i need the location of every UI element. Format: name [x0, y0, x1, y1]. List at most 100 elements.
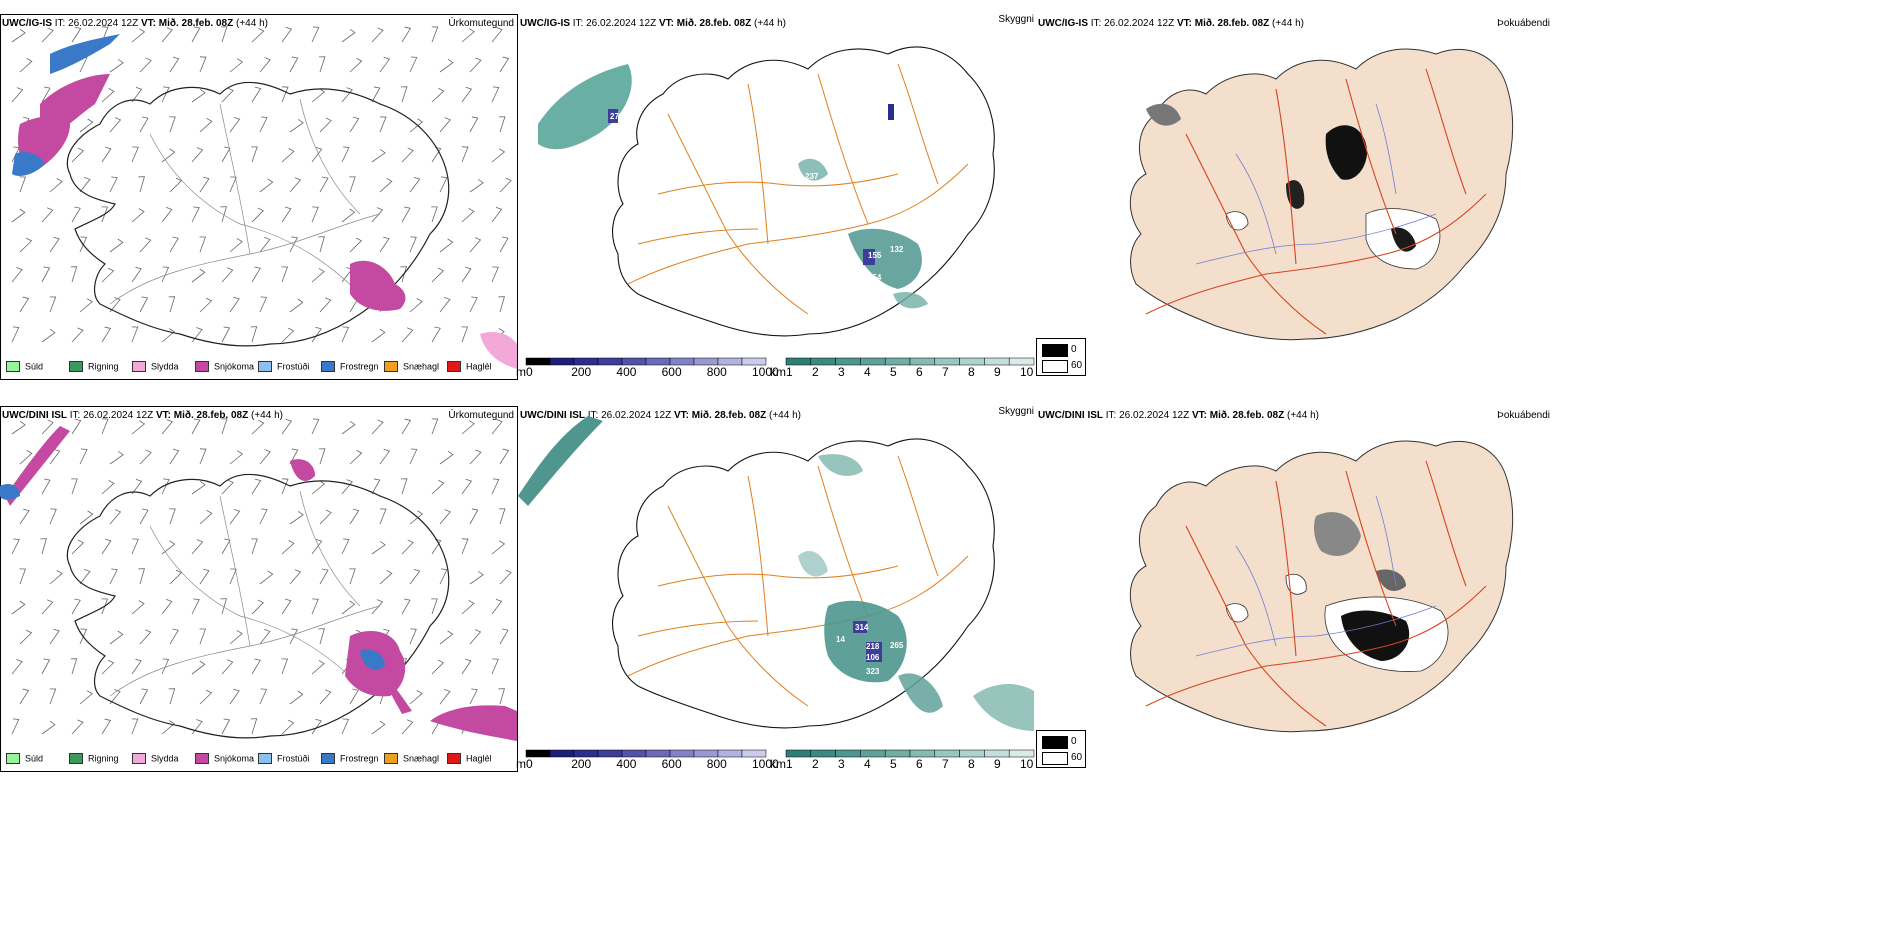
wind-barb [498, 116, 506, 133]
legend-item: Snæhagl [384, 753, 439, 765]
colorbar-swatch [984, 749, 1010, 758]
wind-barb [371, 540, 386, 555]
vt-label: VT: [658, 18, 674, 29]
freezing-drizzle-area [50, 34, 120, 74]
wind-barb [199, 176, 210, 193]
colorbar-tick-label: 10 [1020, 757, 1034, 771]
wind-barb [161, 720, 175, 735]
fog-legend-swatch-0 [1042, 344, 1068, 357]
colorbar-tick-label: 8 [968, 757, 975, 771]
colorbar-swatch [741, 749, 767, 758]
fog-legend-value: 0 [1071, 344, 1077, 355]
wind-barb [311, 660, 325, 675]
wind-barb [79, 569, 91, 585]
very-low-vis-spot [888, 104, 894, 120]
panel-header: UWC/DINI ISL IT: 26.02.2024 12Z VT: Mið.… [1038, 410, 1319, 422]
wind-barb [19, 296, 30, 313]
precip-legend: Súld Rigning Slydda Snjókoma Frostúði Frostre… [6, 753, 516, 765]
legend-swatch [321, 753, 335, 765]
very-low-vis-spot [853, 621, 867, 633]
wind-barb [11, 718, 20, 735]
lead-time: (+44 h) [1287, 410, 1319, 421]
wind-barb [281, 206, 292, 223]
fog-grey-patch [1146, 103, 1181, 126]
wind-barb [139, 237, 152, 253]
colorbar-swatch [717, 357, 743, 366]
colorbar-swatch [835, 357, 861, 366]
wind-barb [229, 238, 243, 253]
wind-barb [491, 598, 503, 615]
wind-barb [71, 598, 81, 615]
wind-barb [229, 176, 237, 193]
wind-barb [439, 297, 451, 313]
very-low-vis-spot [863, 249, 875, 265]
wind-barb [439, 238, 454, 253]
panel-title: Skyggni [998, 406, 1034, 417]
panel-title: Skyggni [998, 14, 1034, 25]
wind-barb [131, 658, 142, 675]
legend-swatch [447, 361, 461, 373]
colorbar-swatch [785, 357, 812, 366]
vt-value: Mið. 28.feb. 08Z [676, 18, 752, 29]
wind-barb [431, 267, 444, 283]
wind-barb [191, 88, 206, 103]
fog-legend-swatch-0 [1042, 736, 1068, 749]
colorbar-tick-label: 800 [706, 757, 727, 771]
wind-barb [281, 540, 295, 555]
very-low-vis-spot [866, 642, 882, 662]
visibility-colorbar-km: km 1 2 3 4 5 6 7 8 9 10 [770, 749, 1035, 770]
wind-barb [221, 267, 234, 283]
wind-barb [318, 448, 326, 465]
wind-barb [281, 598, 292, 615]
wind-barb [461, 326, 469, 343]
legend-swatch [447, 753, 461, 765]
legend-swatch [321, 361, 335, 373]
wind-barb [461, 658, 472, 675]
wind-barb [229, 688, 240, 705]
wind-barb [101, 659, 115, 675]
wind-barb [259, 296, 268, 313]
wind-barb [109, 450, 124, 465]
wind-barb [138, 176, 145, 193]
cbar-m-ticks: 0 200 400 600 800 1000 [526, 757, 779, 771]
wind-barb [169, 116, 176, 133]
wind-barb [341, 718, 350, 735]
wind-barb [379, 236, 390, 253]
wind-barb [461, 146, 469, 163]
wind-barb [139, 296, 149, 313]
colorbar-tick-label: 8 [968, 365, 975, 379]
cbar-km-ticks: 1 2 3 4 5 6 7 8 9 10 [786, 758, 1034, 770]
wind-barb [79, 298, 93, 313]
colorbar-tick-label: 7 [942, 757, 949, 771]
wind-barb [400, 86, 408, 103]
wind-barb [229, 630, 243, 645]
wind-barb [289, 298, 304, 313]
it-value: 26.02.2024 12Z [1104, 18, 1175, 29]
legend-swatch [132, 753, 146, 765]
visibility-panel-top: UWC/IG-IS IT: 26.02.2024 12Z VT: Mið. 28… [516, 14, 1036, 380]
colorbar-swatch [525, 357, 551, 366]
colorbar-swatch [621, 357, 647, 366]
wind-barb [469, 116, 479, 133]
vis-label: 218 [866, 642, 880, 651]
wind-barb [71, 478, 78, 495]
cbar-unit-m: m [516, 757, 526, 771]
wind-barb [341, 538, 350, 555]
wind-barb [221, 718, 231, 735]
wind-barb [371, 599, 384, 615]
wind-barb [49, 448, 61, 465]
colorbar-tick-label: 0 [526, 757, 533, 771]
colorbar-tick-label: 7 [942, 365, 949, 379]
wind-barb [229, 116, 241, 133]
wind-barb [79, 448, 88, 465]
wind-barb [109, 117, 122, 133]
colorbar-swatch [549, 357, 575, 366]
colorbar-swatch [860, 749, 886, 758]
wind-barb [168, 296, 176, 313]
wind-barb [491, 86, 500, 103]
wind-barb [491, 27, 503, 43]
wind-barb [251, 207, 264, 223]
wind-barb [319, 509, 332, 525]
model-name: UWC/IG-IS [520, 18, 570, 29]
colorbar-swatch [959, 357, 985, 366]
